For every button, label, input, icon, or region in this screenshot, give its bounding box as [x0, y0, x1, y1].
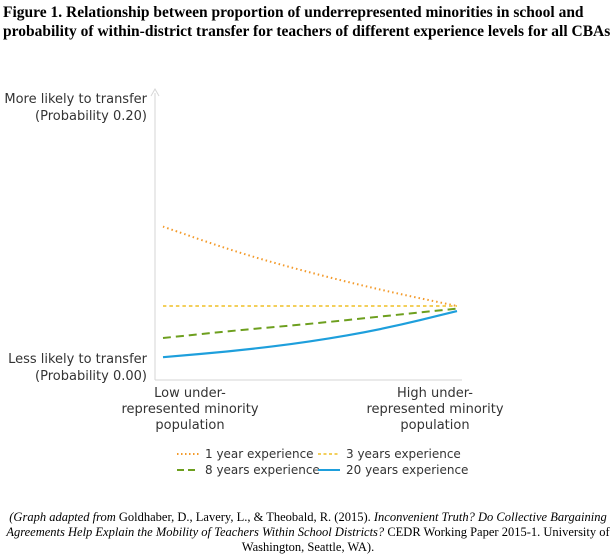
- figure-title: Figure 1. Relationship between proportio…: [3, 4, 611, 40]
- legend-swatch-1-year: [177, 453, 199, 455]
- legend-label-3-years: 3 years experience: [346, 447, 461, 461]
- legend-swatch-8-years: [177, 469, 199, 471]
- series-line-4: [162, 310, 458, 359]
- y-tick-label-top: More likely to transfer (Probability 0.2…: [4, 92, 147, 124]
- legend-label-8-years: 8 years experience: [205, 463, 320, 477]
- legend-swatch-3-years: [318, 453, 340, 455]
- legend-swatch-20-years: [318, 469, 340, 471]
- y-tick-label-bottom: Less likely to transfer (Probability 0.0…: [8, 352, 147, 384]
- caption-source-intro: (Graph adapted from: [9, 510, 116, 524]
- caption-paper-title: Inconvenient Truth? Do Collective Bargai…: [6, 510, 607, 539]
- caption-authors: Goldhaber, D., Lavery, L., & Theobald, R…: [115, 510, 374, 524]
- series-line-1: [162, 225, 458, 307]
- caption-series-info: CEDR Working Paper 2015-1. University of…: [241, 525, 610, 554]
- legend-label-1-year: 1 year experience: [205, 447, 314, 461]
- figure-caption: (Graph adapted from Goldhaber, D., Laver…: [6, 510, 610, 555]
- y-axis: [150, 87, 160, 380]
- series-line-3: [162, 307, 458, 339]
- legend-label-20-years: 20 years experience: [346, 463, 469, 477]
- x-tick-label-low: Low under- represented minority populati…: [121, 386, 259, 433]
- x-tick-label-high: High under- represented minority populat…: [366, 386, 504, 433]
- y-axis-arrow: [150, 87, 160, 97]
